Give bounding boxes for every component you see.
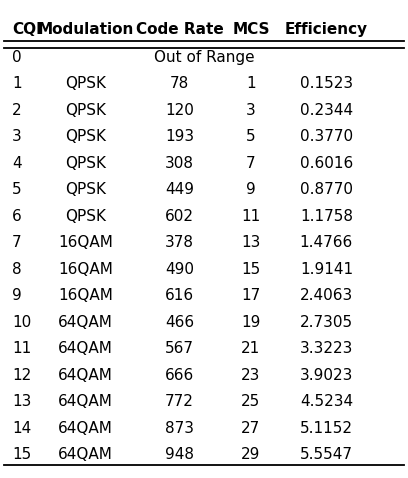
Text: 616: 616 [165,288,194,304]
Text: 3.9023: 3.9023 [300,368,353,383]
Text: 78: 78 [170,76,189,91]
Text: 7: 7 [12,235,22,250]
Text: 23: 23 [241,368,261,383]
Text: 3: 3 [246,103,256,118]
Text: 64QAM: 64QAM [58,368,113,383]
Text: 16QAM: 16QAM [58,288,113,304]
Text: CQI: CQI [12,22,42,37]
Text: 10: 10 [12,315,31,330]
Text: QPSK: QPSK [65,156,106,171]
Text: Code Rate: Code Rate [135,22,224,37]
Text: 772: 772 [165,394,194,410]
Text: QPSK: QPSK [65,129,106,144]
Text: 4: 4 [12,156,22,171]
Text: 1: 1 [246,76,256,91]
Text: 17: 17 [241,288,261,304]
Text: 5.1152: 5.1152 [300,421,353,436]
Text: 64QAM: 64QAM [58,394,113,410]
Text: 13: 13 [241,235,261,250]
Text: 193: 193 [165,129,194,144]
Text: 3.3223: 3.3223 [300,341,353,357]
Text: QPSK: QPSK [65,209,106,224]
Text: 15: 15 [12,447,31,463]
Text: 12: 12 [12,368,31,383]
Text: 0.6016: 0.6016 [300,156,353,171]
Text: 490: 490 [165,262,194,277]
Text: 7: 7 [246,156,256,171]
Text: 6: 6 [12,209,22,224]
Text: 2: 2 [12,103,22,118]
Text: 0.3770: 0.3770 [300,129,353,144]
Text: 0.2344: 0.2344 [300,103,353,118]
Text: 308: 308 [165,156,194,171]
Text: 1.1758: 1.1758 [300,209,353,224]
Text: MCS: MCS [232,22,270,37]
Text: QPSK: QPSK [65,103,106,118]
Text: 2.4063: 2.4063 [300,288,353,304]
Text: 13: 13 [12,394,31,410]
Text: 567: 567 [165,341,194,357]
Text: 873: 873 [165,421,194,436]
Text: 666: 666 [165,368,194,383]
Text: 25: 25 [241,394,261,410]
Text: 1.9141: 1.9141 [300,262,353,277]
Text: 466: 466 [165,315,194,330]
Text: 64QAM: 64QAM [58,315,113,330]
Text: 16QAM: 16QAM [58,262,113,277]
Text: 1.4766: 1.4766 [300,235,353,250]
Text: 64QAM: 64QAM [58,341,113,357]
Text: 4.5234: 4.5234 [300,394,353,410]
Text: 602: 602 [165,209,194,224]
Text: 0: 0 [12,50,22,65]
Text: QPSK: QPSK [65,76,106,91]
Text: Efficiency: Efficiency [285,22,368,37]
Text: 11: 11 [12,341,31,357]
Text: Modulation: Modulation [38,22,134,37]
Text: QPSK: QPSK [65,182,106,197]
Text: 9: 9 [246,182,256,197]
Text: 27: 27 [241,421,261,436]
Text: 2.7305: 2.7305 [300,315,353,330]
Text: Out of Range: Out of Range [154,50,254,65]
Text: 0.1523: 0.1523 [300,76,353,91]
Text: 948: 948 [165,447,194,463]
Text: 9: 9 [12,288,22,304]
Text: 21: 21 [241,341,261,357]
Text: 3: 3 [12,129,22,144]
Text: 11: 11 [241,209,261,224]
Text: 64QAM: 64QAM [58,421,113,436]
Text: 64QAM: 64QAM [58,447,113,463]
Text: 378: 378 [165,235,194,250]
Text: 1: 1 [12,76,22,91]
Text: 0.8770: 0.8770 [300,182,353,197]
Text: 5: 5 [246,129,256,144]
Text: 19: 19 [241,315,261,330]
Text: 5: 5 [12,182,22,197]
Text: 8: 8 [12,262,22,277]
Text: 120: 120 [165,103,194,118]
Text: 15: 15 [241,262,261,277]
Text: 16QAM: 16QAM [58,235,113,250]
Text: 29: 29 [241,447,261,463]
Text: 14: 14 [12,421,31,436]
Text: 449: 449 [165,182,194,197]
Text: 5.5547: 5.5547 [300,447,353,463]
